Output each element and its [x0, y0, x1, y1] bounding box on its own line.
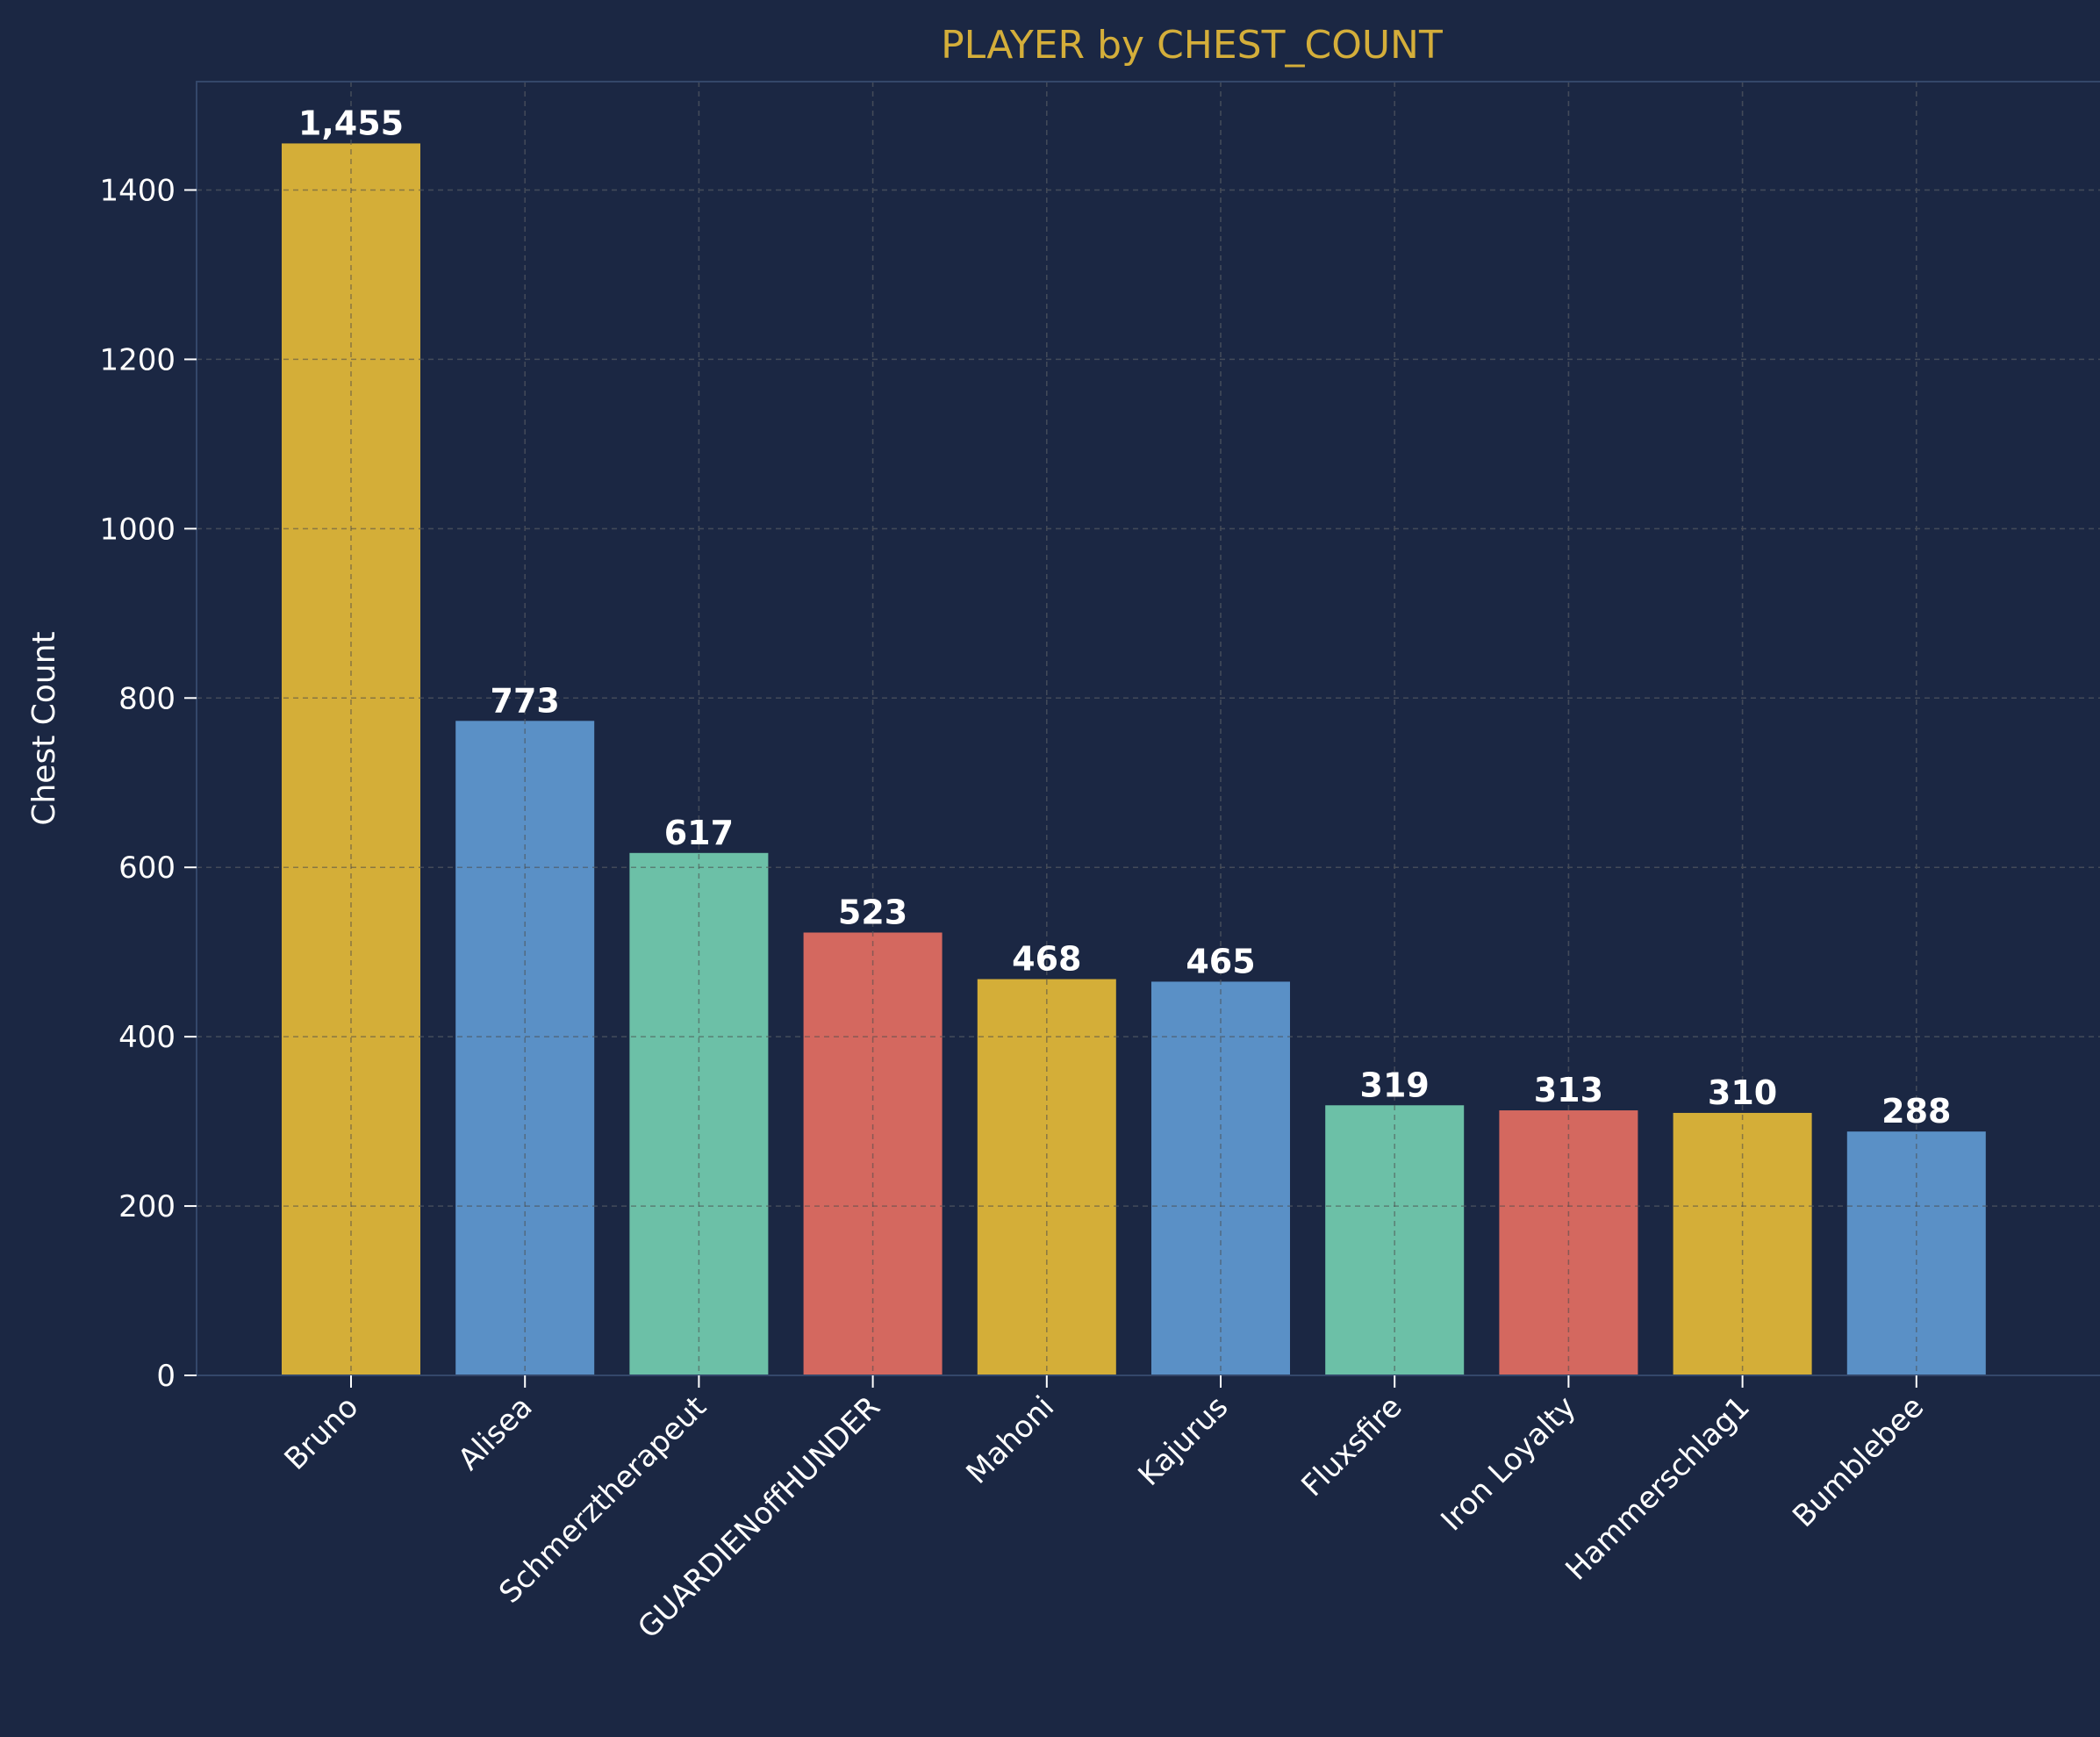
y-tick-label: 400: [118, 1020, 176, 1055]
data-label: 773: [491, 681, 560, 720]
y-tick-label: 0: [156, 1359, 176, 1394]
y-axis-ticks: 0 200 400 600 800 1000 1200 1400: [99, 173, 197, 1394]
plot-frame: [196, 81, 2100, 1376]
chart-title: PLAYER by CHEST_COUNT: [941, 23, 1443, 68]
y-axis-title: Chest Count: [26, 631, 62, 825]
y-tick-label: 800: [118, 681, 176, 716]
data-label: 465: [1186, 942, 1255, 980]
data-label: 313: [1534, 1071, 1603, 1109]
y-tick-label: 1000: [99, 512, 176, 547]
y-tick-label: 600: [118, 851, 176, 886]
data-label: 310: [1708, 1073, 1777, 1112]
data-label: 1,455: [298, 104, 404, 142]
y-tick-label: 1400: [99, 173, 176, 208]
bar: [629, 852, 769, 1375]
data-label: 468: [1012, 940, 1081, 979]
data-label: 523: [838, 893, 907, 931]
y-tick-label: 200: [118, 1189, 176, 1224]
data-label: 288: [1881, 1092, 1951, 1130]
data-labels: 1,455 773 617 523 468 465 319 313 310 288: [298, 104, 1952, 1130]
y-tick-label: 1200: [99, 342, 176, 377]
data-label: 319: [1360, 1066, 1430, 1104]
data-label: 617: [664, 814, 734, 852]
